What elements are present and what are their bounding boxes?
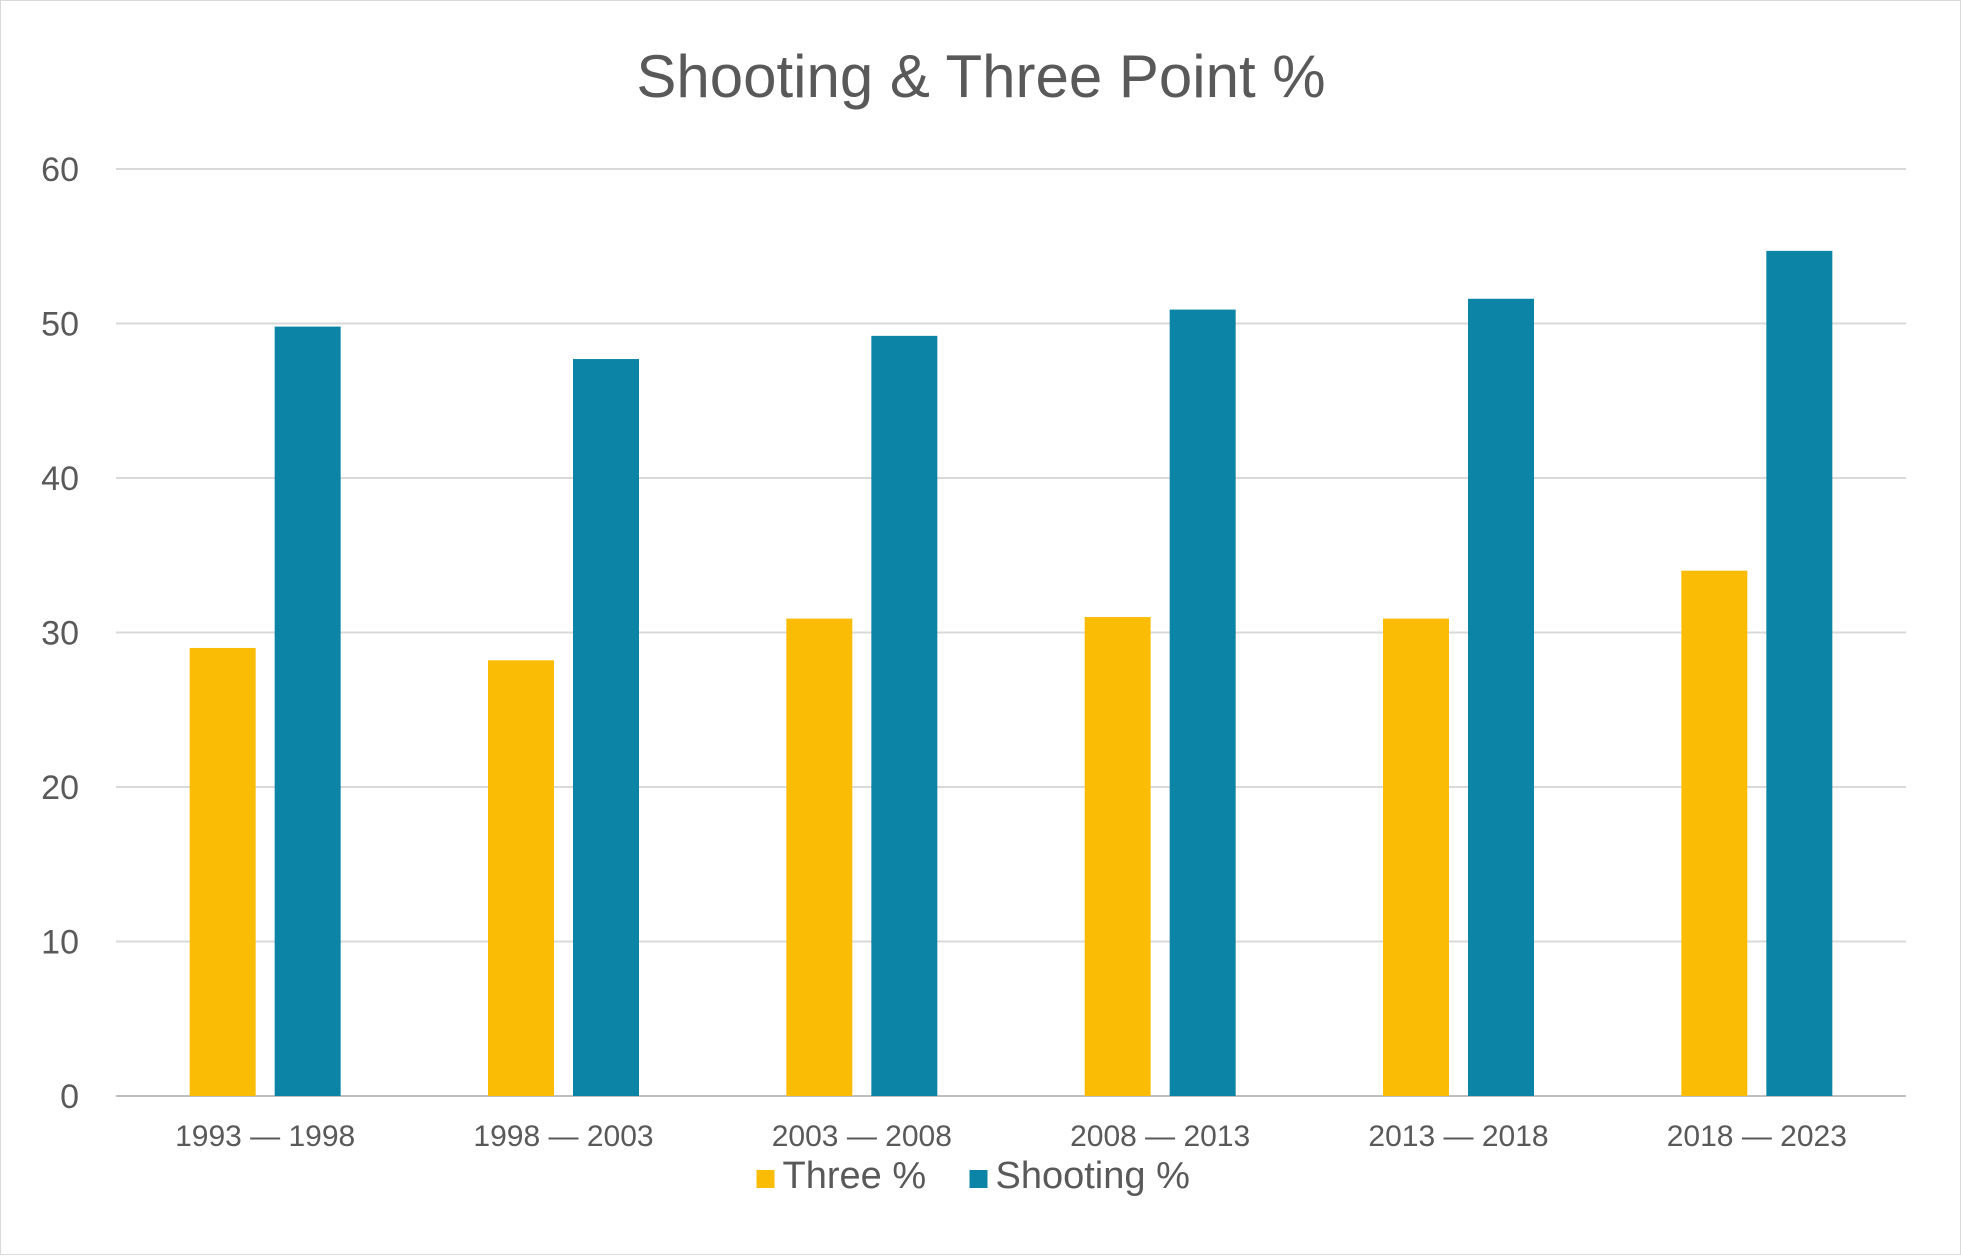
- x-tick-label: 2003 — 2008: [772, 1120, 952, 1153]
- bar-three-2: [786, 618, 853, 1096]
- y-tick-label: 40: [41, 460, 79, 498]
- bar-three-3: [1084, 617, 1151, 1096]
- legend-label: Shooting %: [996, 1155, 1190, 1197]
- y-tick-label: 60: [41, 151, 79, 189]
- bar-shooting-2: [871, 335, 938, 1096]
- y-tick-label: 0: [60, 1078, 79, 1116]
- legend: Three % Shooting %: [756, 1155, 1190, 1197]
- y-tick-label: 10: [41, 924, 79, 962]
- bar-shooting-1: [573, 359, 639, 1096]
- bar-shooting-5: [1766, 250, 1833, 1096]
- bar-shooting-3: [1169, 309, 1236, 1097]
- bar-three-1: [488, 660, 554, 1096]
- legend-label: Three %: [783, 1155, 927, 1197]
- bar-shooting-4: [1468, 298, 1534, 1096]
- x-tick-label: 1993 — 1998: [175, 1120, 355, 1153]
- bar-three-0: [189, 647, 256, 1096]
- y-axis-ticks: 0 10 20 30 40 50 60: [41, 151, 79, 1116]
- bar-shooting-0: [274, 326, 341, 1097]
- legend-swatch-0: [756, 1170, 775, 1188]
- legend-swatch-1: [969, 1170, 988, 1188]
- bars: [189, 250, 1833, 1097]
- y-tick-label: 50: [41, 306, 79, 344]
- y-tick-label: 20: [41, 769, 79, 807]
- y-tick-label: 30: [41, 615, 79, 653]
- x-tick-label: 2008 — 2013: [1070, 1120, 1250, 1153]
- bar-three-5: [1681, 570, 1748, 1096]
- x-tick-label: 2013 — 2018: [1368, 1120, 1548, 1153]
- x-tick-label: 1998 — 2003: [473, 1120, 653, 1153]
- x-axis-ticks: 1993 — 1998 1998 — 2003 2003 — 2008 2008 — …: [175, 1120, 1847, 1153]
- gridlines: [116, 168, 1906, 1097]
- chart-title: Shooting & Three Point %: [636, 43, 1325, 110]
- x-tick-label: 2018 — 2023: [1667, 1120, 1847, 1153]
- bar-three-4: [1383, 618, 1449, 1096]
